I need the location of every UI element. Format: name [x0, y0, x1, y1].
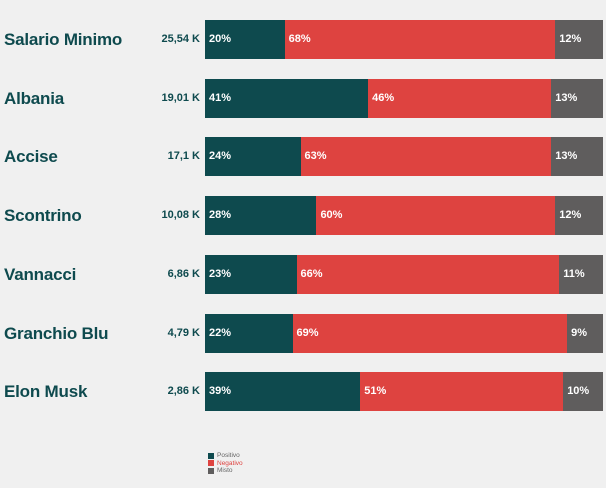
total-label: 19,01 K: [161, 91, 200, 104]
data-label: 20%: [209, 33, 232, 45]
total-label: 4,79 K: [167, 326, 200, 339]
total-label: 17,1 K: [167, 150, 200, 163]
data-label: 39%: [209, 385, 232, 398]
total-label: 2,86 K: [167, 385, 200, 398]
bar-segment-negativo: 51%: [360, 372, 564, 412]
legend-swatch: [208, 452, 214, 459]
data-label: 66%: [300, 267, 323, 280]
stacked-bar: 41% 46% 13%: [205, 78, 603, 118]
bar-row: Salario Minimo 25,54 K 20% 68% 12%: [0, 20, 606, 59]
data-label: 41%: [209, 91, 232, 104]
stacked-bar: 23% 66% 11%: [205, 254, 603, 294]
bar-segment-positivo: 28%: [205, 196, 317, 236]
bar-segment-misto: 12%: [555, 20, 603, 59]
legend-label: Negativo: [217, 459, 243, 467]
stacked-bar: 24% 63% 13%: [205, 137, 603, 177]
bar-segment-misto: 13%: [551, 78, 603, 118]
data-label: 24%: [209, 150, 232, 163]
bar-segment-misto: 13%: [551, 137, 603, 177]
category-label: Vannacci: [4, 264, 77, 284]
legend-label: Misto: [217, 467, 233, 474]
bar-segment-positivo: 20%: [205, 20, 285, 59]
bar-row: Accise 17,1 K 24% 63% 13%: [0, 137, 606, 177]
data-label: 69%: [296, 326, 319, 339]
stacked-bar: 39% 51% 10%: [205, 372, 603, 412]
data-label: 63%: [304, 150, 327, 163]
data-label: 28%: [209, 209, 232, 222]
bar-row: Scontrino 10,08 K 28% 60% 12%: [0, 196, 606, 236]
legend: Positivo Negativo Misto: [208, 452, 243, 475]
data-label: 10%: [567, 385, 590, 398]
bar-row: Albania 19,01 K 41% 46% 13%: [0, 78, 606, 118]
category-label: Elon Musk: [4, 382, 88, 402]
total-label: 10,08 K: [161, 209, 200, 222]
bar-row: Elon Musk 2,86 K 39% 51% 10%: [0, 372, 606, 412]
category-label: Granchio Blu: [4, 323, 109, 343]
bar-segment-positivo: 23%: [205, 254, 297, 294]
data-label: 9%: [571, 326, 588, 339]
bar-segment-misto: 12%: [555, 196, 603, 236]
total-label: 6,86 K: [167, 267, 200, 280]
legend-swatch: [208, 467, 214, 474]
bar-segment-negativo: 66%: [296, 254, 560, 294]
legend-item: Misto: [208, 467, 243, 475]
category-label: Scontrino: [4, 206, 82, 226]
bar-segment-negativo: 63%: [300, 137, 552, 177]
category-label: Salario Minimo: [4, 30, 123, 49]
legend-item: Negativo: [208, 460, 243, 468]
data-label: 68%: [288, 33, 311, 45]
bar-segment-negativo: 60%: [316, 196, 556, 236]
bar-segment-negativo: 69%: [292, 313, 568, 353]
data-label: 60%: [320, 209, 343, 222]
legend-swatch: [208, 460, 214, 467]
data-label: 12%: [559, 33, 582, 45]
legend-item: Positivo: [208, 452, 243, 460]
bar-segment-positivo: 41%: [205, 78, 369, 118]
legend-label: Positivo: [217, 452, 240, 459]
bar-segment-negativo: 68%: [284, 20, 556, 59]
bar-segment-negativo: 46%: [368, 78, 552, 118]
bar-segment-misto: 10%: [563, 372, 603, 412]
data-label: 51%: [364, 385, 387, 398]
total-label: 25,54 K: [161, 33, 200, 45]
category-label: Albania: [4, 88, 65, 108]
category-label: Accise: [4, 147, 58, 167]
data-label: 13%: [555, 150, 578, 163]
data-label: 46%: [372, 91, 395, 104]
bar-segment-positivo: 39%: [205, 372, 361, 412]
bar-row: Granchio Blu 4,79 K 22% 69% 9%: [0, 313, 606, 353]
bar-segment-misto: 11%: [559, 254, 603, 294]
data-label: 12%: [559, 209, 582, 222]
data-label: 23%: [209, 267, 232, 280]
data-label: 22%: [209, 326, 232, 339]
bar-segment-misto: 9%: [567, 313, 603, 353]
data-label: 11%: [563, 267, 585, 280]
bar-segment-positivo: 24%: [205, 137, 301, 177]
data-label: 13%: [555, 91, 578, 104]
bar-segment-positivo: 22%: [205, 313, 293, 353]
stacked-bar: 22% 69% 9%: [205, 313, 603, 353]
bar-row: Vannacci 6,86 K 23% 66% 11%: [0, 254, 606, 294]
stacked-bar: 28% 60% 12%: [205, 196, 603, 236]
stacked-bar: 20% 68% 12%: [205, 20, 603, 59]
